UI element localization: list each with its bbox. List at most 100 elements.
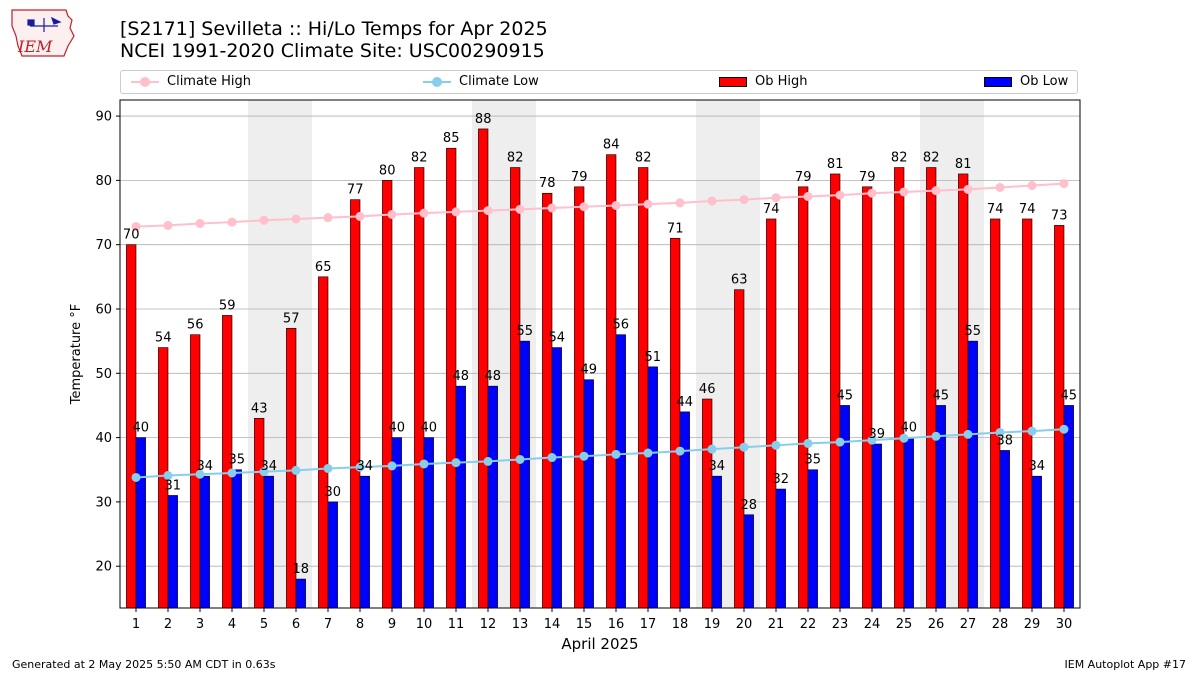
climate-high-point [163, 220, 173, 230]
climate-high-point [707, 196, 717, 206]
data-label-ob-high: 82 [635, 151, 652, 166]
climate-high-point [1027, 181, 1037, 191]
climate-low-point [835, 437, 845, 447]
x-tick-label: 14 [544, 617, 561, 632]
bar-ob-high [958, 173, 969, 609]
legend-label-climate-high: Climate High [167, 74, 252, 89]
climate-high-point [1059, 179, 1069, 189]
legend-item-climate-low: Climate Low [423, 74, 539, 89]
data-label-ob-high: 56 [187, 318, 204, 333]
climate-low-point [995, 427, 1005, 437]
climate-high-point [291, 214, 301, 224]
climate-low-point [963, 429, 973, 439]
climate-high-point [515, 204, 525, 214]
data-label-ob-low: 39 [869, 427, 886, 442]
climate-low-point [259, 467, 269, 477]
climate-low-point [803, 438, 813, 448]
data-label-ob-low: 34 [357, 459, 374, 474]
climate-high-point [739, 195, 749, 205]
data-label-ob-low: 48 [453, 369, 470, 384]
data-label-ob-high: 74 [763, 202, 780, 217]
data-label-ob-low: 55 [965, 324, 982, 339]
climate-high-point [579, 202, 589, 212]
x-tick-label: 19 [704, 617, 721, 632]
legend-label-climate-low: Climate Low [459, 74, 539, 89]
x-tick-label: 24 [864, 617, 881, 632]
bar-ob-high [382, 180, 393, 609]
legend-item-ob-low: Ob Low [984, 74, 1068, 89]
x-tick-label: 4 [228, 617, 236, 632]
x-tick-label: 28 [992, 617, 1009, 632]
climate-high-point [931, 186, 941, 196]
climate-high-point [867, 188, 877, 198]
climate-high-point [771, 193, 781, 203]
data-label-ob-high: 46 [699, 382, 716, 397]
bar-ob-low [903, 437, 914, 609]
data-label-ob-high: 74 [1019, 202, 1036, 217]
climate-high-point [355, 211, 365, 221]
climate-low-point [867, 435, 877, 445]
bar-ob-low [551, 347, 562, 609]
y-tick-label: 80 [95, 174, 112, 189]
x-tick-label: 7 [324, 617, 332, 632]
climate-low-point [355, 462, 365, 472]
legend-swatch-ob-high [719, 76, 747, 87]
data-label-ob-low: 48 [485, 369, 502, 384]
data-label-ob-high: 80 [379, 163, 396, 178]
bar-ob-low [519, 340, 530, 609]
title-line-1: [S2171] Sevilleta :: Hi/Lo Temps for Apr… [120, 18, 548, 40]
climate-low-point [387, 461, 397, 471]
bar-ob-high [1054, 225, 1065, 609]
bar-ob-high [894, 167, 905, 609]
x-axis-label: April 2025 [561, 635, 638, 653]
x-tick-label: 25 [896, 617, 913, 632]
climate-low-point [611, 449, 621, 459]
data-label-ob-low: 28 [741, 498, 758, 513]
data-label-ob-high: 88 [475, 112, 492, 127]
climate-low-point [579, 451, 589, 461]
bar-ob-high [574, 186, 585, 609]
bar-ob-low [1031, 475, 1042, 609]
title-line-2: NCEI 1991-2020 Climate Site: USC00290915 [120, 40, 545, 62]
climate-high-point [611, 200, 621, 210]
climate-high-point [835, 190, 845, 200]
climate-high-point [675, 198, 685, 208]
bar-ob-low [615, 334, 626, 609]
data-label-ob-low: 40 [389, 421, 406, 436]
bar-ob-high [1022, 218, 1033, 609]
bar-ob-low [231, 469, 242, 609]
bar-ob-low [359, 475, 370, 609]
x-tick-label: 21 [768, 617, 785, 632]
climate-low-point [195, 469, 205, 479]
x-tick-label: 20 [736, 617, 753, 632]
data-label-ob-low: 35 [805, 453, 822, 468]
y-tick-label: 60 [95, 302, 112, 317]
climate-low-point [643, 448, 653, 458]
bar-ob-low [583, 379, 594, 609]
bar-ob-high [510, 167, 521, 609]
bar-ob-low [839, 405, 850, 609]
data-label-ob-high: 78 [539, 176, 556, 191]
x-tick-label: 1 [132, 617, 140, 632]
data-label-ob-high: 82 [411, 151, 428, 166]
bar-ob-high [254, 418, 265, 609]
x-tick-label: 29 [1024, 617, 1041, 632]
climate-low-point [675, 446, 685, 456]
climate-high-point [995, 182, 1005, 192]
y-tick-label: 30 [95, 495, 112, 510]
data-label-ob-high: 63 [731, 273, 748, 288]
climate-high-point [643, 199, 653, 209]
data-label-ob-low: 49 [581, 363, 598, 378]
data-label-ob-low: 34 [197, 459, 214, 474]
bar-ob-high [638, 167, 649, 609]
data-label-ob-low: 45 [837, 388, 854, 403]
data-label-ob-high: 70 [123, 228, 140, 243]
climate-low-point [1059, 424, 1069, 434]
climate-high-point [259, 215, 269, 225]
bar-ob-high [862, 186, 873, 609]
bar-ob-low [1063, 405, 1074, 609]
data-label-ob-low: 55 [517, 324, 534, 339]
climate-low-point [515, 454, 525, 464]
climate-low-point [1027, 426, 1037, 436]
